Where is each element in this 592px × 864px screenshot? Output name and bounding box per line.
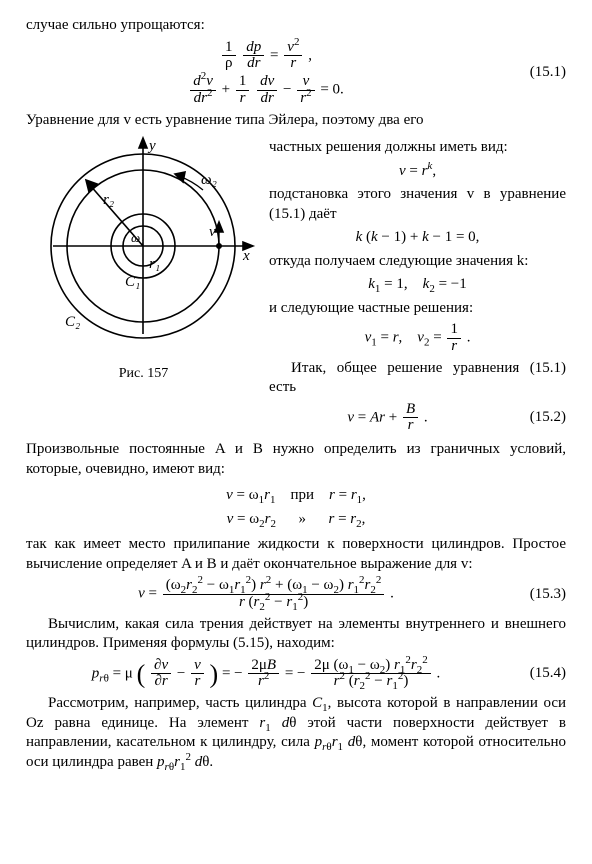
txt-p9a: Рассмотрим, например, часть цилиндра [48, 695, 312, 711]
figure-157: y x r₂ r₁ ω₁ ω₂ v C₁ C₂ Рис. 157 [26, 134, 261, 383]
svg-text:ω₂: ω₂ [201, 172, 217, 188]
eqnum-15-4: (15.4) [506, 664, 566, 684]
svg-text:v: v [209, 224, 216, 240]
para-partial-solutions: частных решения должны иметь вид: [269, 138, 566, 158]
svg-text:r₂: r₂ [103, 192, 114, 208]
eqnum-15-1: (15.1) [506, 63, 566, 83]
para-partials: и следующие частные решения: [269, 299, 566, 319]
equation-15-3: v = (ω2r22 − ω1r12) r2 + (ω1 − ω2) r12r2… [26, 578, 566, 611]
eq-kvals: k1 = 1, k2 = −1 [269, 275, 566, 295]
svg-text:ω₁: ω₁ [131, 230, 145, 245]
para-friction: Вычислим, какая сила трения действует на… [26, 615, 566, 654]
svg-text:C₂: C₂ [65, 314, 80, 330]
svg-text:y: y [147, 138, 156, 154]
para-cylinder-part: Рассмотрим, например, часть цилиндра C1,… [26, 694, 566, 772]
para-adhesion: так как имеет место прилипание жидкости … [26, 535, 566, 574]
para-roots: откуда получаем следующие значения k: [269, 252, 566, 272]
para-general: Итак, общее решение уравнения (15.1) ест… [269, 359, 566, 398]
svg-text:x: x [242, 248, 250, 264]
eq-v12: v1 = r, v2 = 1r . [269, 322, 566, 355]
equation-15-4: prθ = μ ( ∂v∂r − vr ) = − 2μBr2 = − 2μ (… [26, 658, 566, 691]
para-intro: случае сильно упрощаются: [26, 16, 566, 36]
txt-p9e: . [209, 754, 213, 770]
eq-vrk: v = rk, [269, 162, 566, 182]
eqnum-15-2: (15.2) [506, 408, 566, 428]
para-constants: Произвольные постоянные A и B нужно опре… [26, 440, 566, 479]
eq-bc: v = ω1r1 при r = r1, v = ω2r2 » r = r2, [26, 483, 566, 531]
equation-15-1: 1ρ dpdr = v2r , d2vdr2 + 1r dvdr − vr2 =… [26, 40, 566, 107]
para-substitution: подстановка этого значения v в уравнение… [269, 185, 566, 224]
svg-text:C₁: C₁ [125, 274, 140, 290]
svg-text:r₁: r₁ [149, 256, 160, 272]
equation-15-2: v = Ar + Br . (15.2) [269, 402, 566, 435]
eq-char: k (k − 1) + k − 1 = 0, [269, 228, 566, 248]
figure-caption: Рис. 157 [26, 365, 261, 383]
para-euler: Уравнение для v есть уравнение типа Эйле… [26, 111, 566, 131]
eqnum-15-3: (15.3) [506, 585, 566, 605]
